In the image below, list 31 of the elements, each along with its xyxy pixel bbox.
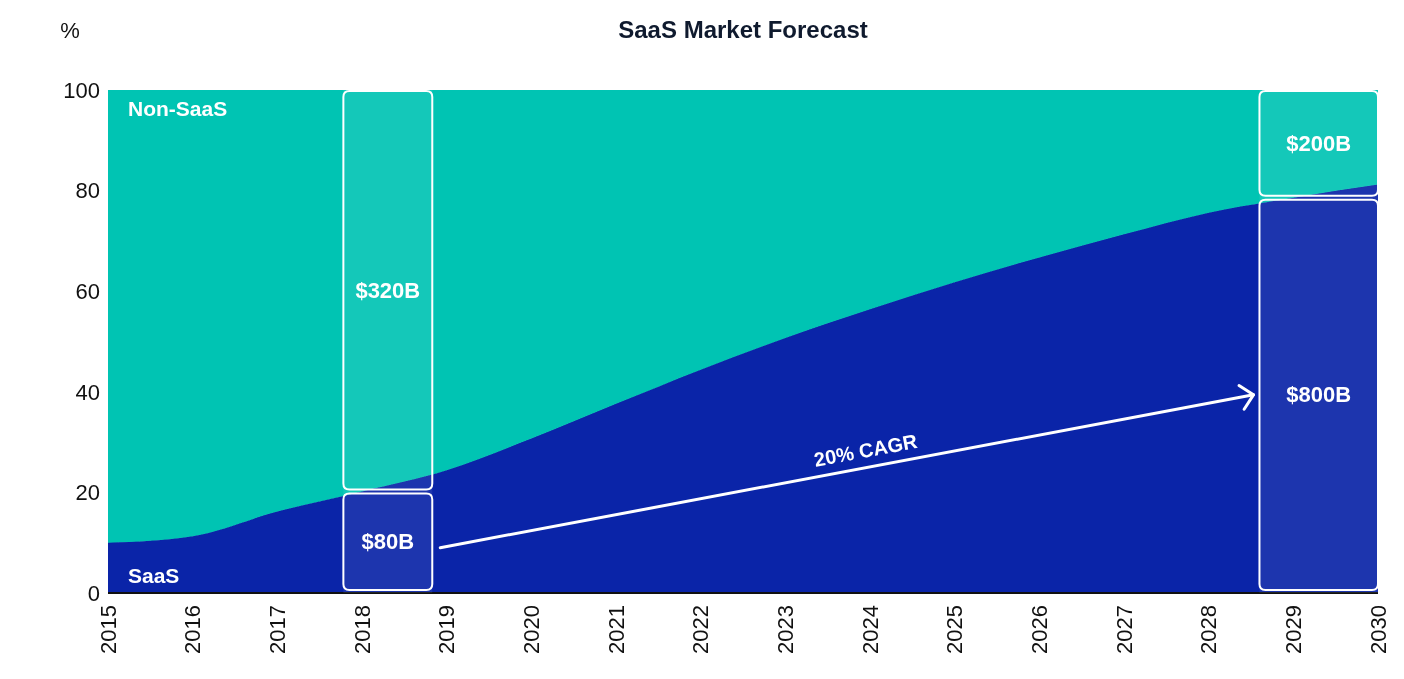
x-tick-label: 2015 (95, 605, 121, 654)
annotation: $320B (355, 277, 421, 303)
y-tick-label: 20 (75, 480, 100, 506)
x-tick-label: 2021 (603, 605, 629, 654)
x-tick-label: 2020 (518, 605, 544, 654)
x-tick-label: 2025 (942, 605, 968, 654)
series-label: Non-SaaS (128, 97, 228, 120)
x-tick-label: 2030 (1365, 605, 1391, 654)
x-tick-label: 2022 (688, 605, 714, 654)
series-label: SaaS (128, 564, 180, 587)
x-tick-label: 2018 (349, 605, 375, 654)
chart-title: SaaS Market Forecast (618, 16, 868, 43)
x-tick-label: 2029 (1280, 605, 1306, 654)
annotation: $200B (1286, 130, 1352, 156)
x-tick-label: 2023 (772, 605, 798, 654)
x-tick-label: 2028 (1196, 605, 1222, 654)
y-tick-label: 60 (75, 279, 100, 305)
y-axis-title: % (60, 18, 80, 43)
y-tick-label: 100 (63, 77, 100, 103)
annotation: 20% CAGR (812, 429, 920, 471)
x-tick-label: 2027 (1111, 605, 1137, 654)
y-tick-label: 80 (75, 178, 100, 204)
annotation: $800B (1286, 382, 1352, 408)
y-tick-label: 40 (75, 379, 100, 405)
x-tick-label: 2026 (1026, 605, 1052, 654)
x-tick-label: 2016 (180, 605, 206, 654)
annotation: $80B (361, 529, 415, 555)
x-tick-label: 2019 (434, 605, 460, 654)
x-tick-label: 2017 (264, 605, 290, 654)
x-tick-label: 2024 (857, 605, 883, 654)
y-tick-label: 0 (87, 580, 100, 606)
